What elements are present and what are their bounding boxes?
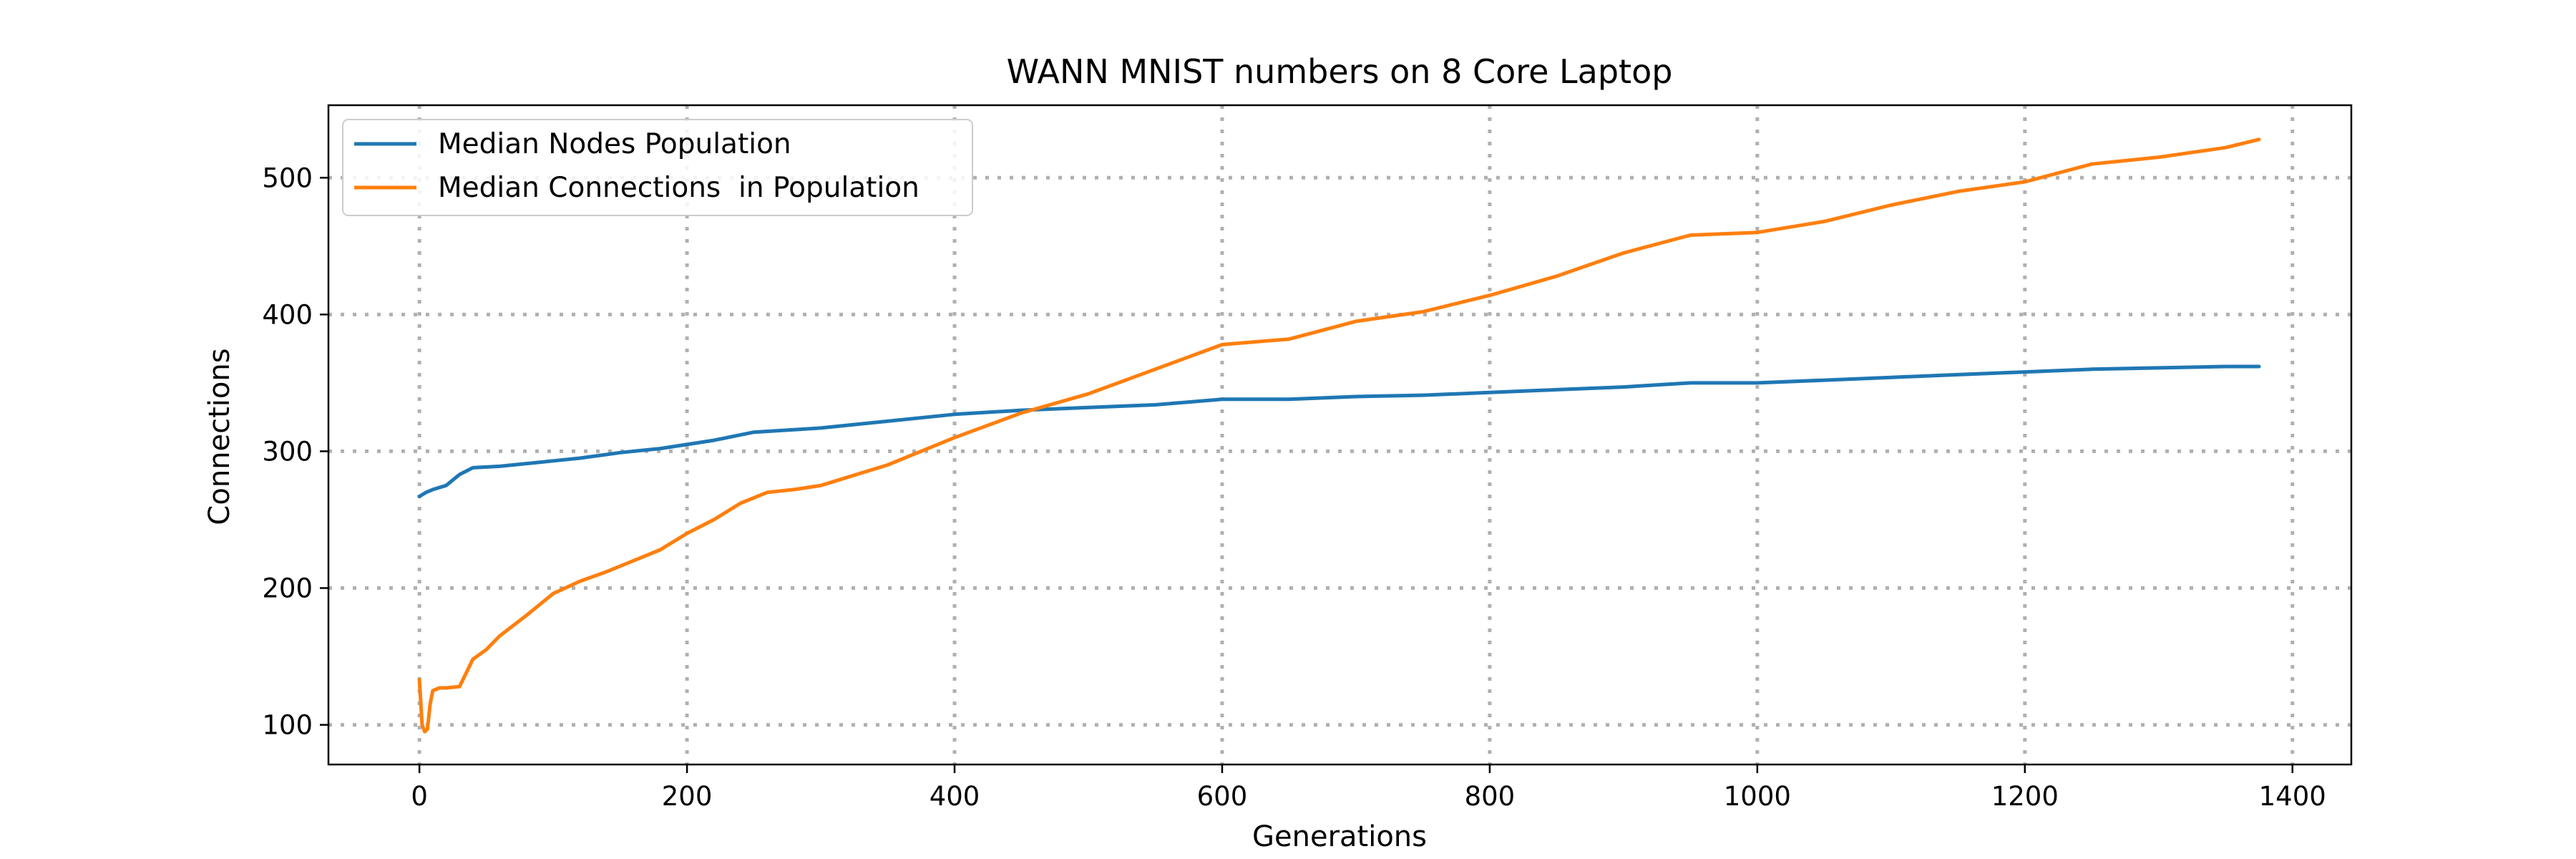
x-axis: 0 200 400 600 800 1000 1200 1400 [411,765,2326,812]
x-tick-label: 1000 [1724,781,1791,812]
x-tick-label: 600 [1197,781,1248,812]
x-axis-label: Generations [1252,820,1427,853]
x-tick-label: 400 [930,781,980,812]
x-tick-label: 800 [1465,781,1516,812]
plot-frame [327,104,2353,766]
series-line-nodes [417,364,2261,498]
x-tick-label: 1400 [2259,781,2326,812]
y-tick-label: 500 [262,162,313,193]
y-axis-label: Connections [203,348,236,525]
legend-label-nodes: Median Nodes Population [438,128,791,160]
series-layer [417,137,2261,734]
legend: Median Nodes Population Median Connectio… [342,119,973,216]
y-tick-label: 400 [262,299,313,330]
series-line-connections [417,137,2261,734]
y-tick-label: 200 [262,573,313,604]
x-tick-label: 0 [411,781,428,812]
y-tick-label: 100 [262,710,313,741]
legend-label-connections: Median Connections in Population [438,172,919,204]
y-axis: 100 200 300 400 500 [262,162,328,741]
y-tick-label: 300 [262,436,313,467]
x-tick-label: 200 [662,781,713,812]
chart-title: WANN MNIST numbers on 8 Core Laptop [1007,52,1673,91]
x-tick-label: 1200 [1991,781,2059,812]
legend-box [342,119,973,216]
